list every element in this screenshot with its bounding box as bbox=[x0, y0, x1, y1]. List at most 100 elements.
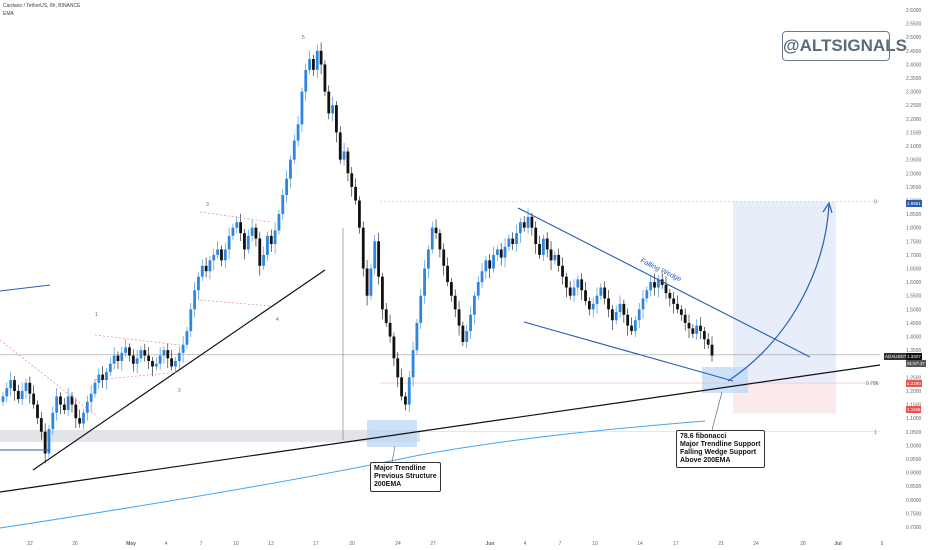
candle bbox=[453, 289, 457, 318]
candle-body bbox=[584, 290, 587, 302]
wedge-lower-line bbox=[523, 321, 734, 382]
price-tick: 1.2500 bbox=[906, 375, 922, 381]
candle-body bbox=[396, 358, 400, 378]
fib786-price-tag: 1.2290 bbox=[906, 380, 922, 387]
time-tick: 13 bbox=[268, 541, 274, 547]
time-tick: 24 bbox=[753, 541, 759, 547]
candle-body bbox=[561, 265, 564, 277]
price-tick: 1.8500 bbox=[906, 212, 922, 218]
candle bbox=[308, 50, 311, 74]
price-tick: 2.2000 bbox=[906, 117, 922, 123]
candle bbox=[5, 381, 9, 403]
candle-body bbox=[312, 58, 315, 70]
candle-body bbox=[74, 404, 78, 419]
candle bbox=[223, 243, 227, 269]
candle bbox=[522, 215, 526, 232]
candle bbox=[346, 147, 350, 182]
candle bbox=[449, 278, 453, 302]
candle bbox=[300, 87, 304, 133]
candle bbox=[672, 292, 676, 314]
price-tick: 1.5000 bbox=[906, 307, 922, 313]
candle-body bbox=[5, 388, 9, 397]
candle bbox=[576, 275, 580, 296]
candle bbox=[695, 319, 699, 340]
candle-body bbox=[457, 309, 461, 326]
candle-body bbox=[683, 314, 687, 323]
candle bbox=[442, 243, 446, 276]
time-tick: May bbox=[126, 541, 136, 547]
candle bbox=[511, 232, 515, 250]
candle bbox=[649, 275, 653, 297]
candle-body bbox=[706, 339, 710, 345]
candle-body bbox=[541, 238, 545, 255]
candle-body bbox=[668, 292, 672, 299]
candle-body bbox=[645, 290, 649, 299]
candle bbox=[710, 336, 714, 362]
candle-body bbox=[1, 396, 5, 402]
candle-body bbox=[488, 260, 492, 269]
candle-body bbox=[51, 412, 55, 430]
candle-body bbox=[538, 244, 541, 255]
note-major-trendline: Major Trendline Previous Structure 200EM… bbox=[370, 462, 441, 492]
time-tick: Jun bbox=[486, 541, 495, 547]
candle-body bbox=[430, 227, 434, 250]
candle bbox=[254, 223, 258, 247]
candle-body bbox=[618, 303, 622, 313]
candle-body bbox=[181, 344, 185, 353]
candle bbox=[177, 346, 181, 369]
candle-body bbox=[495, 249, 499, 255]
price-tick: 2.5000 bbox=[906, 35, 922, 41]
candle-body bbox=[78, 418, 82, 424]
candle bbox=[216, 241, 220, 259]
candle bbox=[1, 392, 5, 406]
time-tick: 26 bbox=[72, 541, 78, 547]
price-tick: 2.3500 bbox=[906, 76, 922, 82]
price-tick: 0.7000 bbox=[906, 525, 922, 531]
candle-body bbox=[143, 350, 147, 356]
candle bbox=[36, 400, 39, 425]
candle-body bbox=[101, 374, 105, 381]
candle-body bbox=[319, 50, 323, 65]
candle bbox=[545, 232, 549, 258]
candle bbox=[534, 221, 538, 254]
candle-body bbox=[208, 260, 212, 272]
candle-body bbox=[507, 238, 511, 247]
candle-body bbox=[243, 233, 246, 250]
candle-body bbox=[427, 249, 430, 269]
candle bbox=[465, 324, 469, 348]
candle bbox=[338, 126, 342, 164]
price-tick: 2.2500 bbox=[906, 103, 922, 109]
candle-body bbox=[147, 355, 151, 362]
candle-body bbox=[135, 358, 139, 364]
candle bbox=[97, 368, 101, 389]
candle-body bbox=[262, 254, 266, 266]
candle-body bbox=[564, 276, 568, 288]
support-zone-right bbox=[702, 367, 748, 393]
flag2-line-lower bbox=[199, 299, 271, 307]
price-tick: 1.6500 bbox=[906, 267, 922, 273]
candle bbox=[105, 367, 108, 390]
candle bbox=[530, 212, 534, 236]
candle bbox=[599, 283, 603, 300]
note-right-line-1: 78.6 fibonacci bbox=[680, 433, 727, 440]
candle bbox=[304, 63, 308, 102]
candle-body bbox=[472, 295, 476, 315]
candle bbox=[518, 218, 522, 243]
candle-body bbox=[442, 249, 446, 266]
candle-body bbox=[545, 238, 549, 250]
candle-body bbox=[204, 265, 208, 272]
candle-body bbox=[250, 227, 254, 236]
candle-body bbox=[384, 309, 388, 323]
candle bbox=[480, 262, 484, 289]
candle bbox=[93, 378, 97, 398]
candle bbox=[166, 343, 170, 369]
candle bbox=[315, 44, 319, 78]
candle bbox=[162, 346, 166, 364]
candle-body bbox=[342, 151, 346, 160]
candle-body bbox=[112, 355, 116, 364]
candle-body bbox=[70, 396, 74, 405]
candle-body bbox=[599, 287, 603, 296]
candle-body bbox=[591, 303, 595, 310]
candle-body bbox=[13, 380, 16, 391]
